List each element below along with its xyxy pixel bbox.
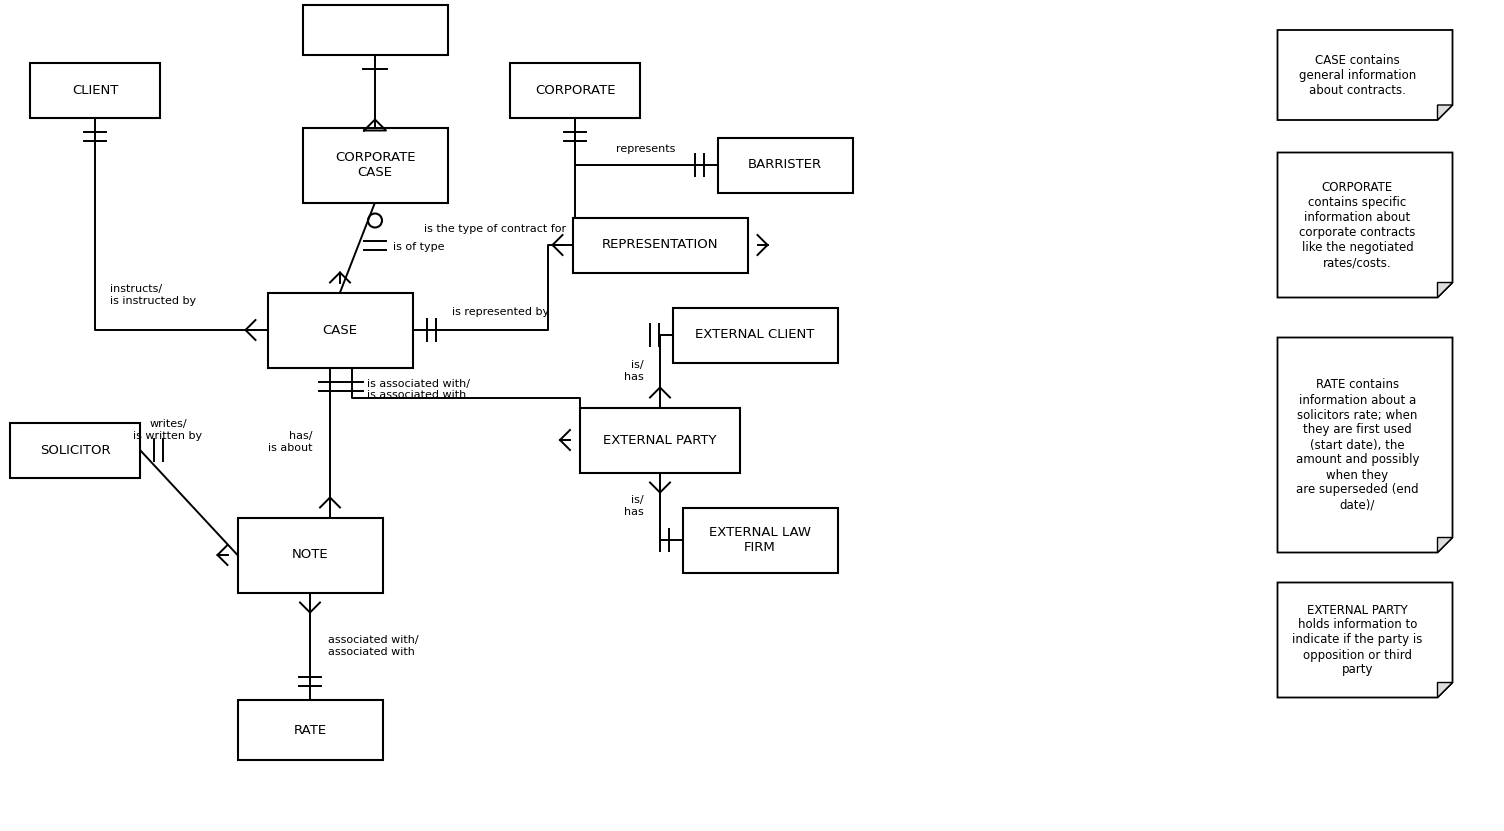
Text: is represented by: is represented by <box>453 307 549 317</box>
Text: represents: represents <box>617 144 675 154</box>
Text: NOTE: NOTE <box>292 548 328 562</box>
Text: EXTERNAL PARTY
holds information to
indicate if the party is
opposition or third: EXTERNAL PARTY holds information to indi… <box>1292 603 1423 676</box>
Bar <box>11 422 140 478</box>
Polygon shape <box>1277 30 1453 120</box>
Polygon shape <box>1277 583 1453 697</box>
Text: instructs/
is instructed by: instructs/ is instructed by <box>110 284 196 306</box>
Text: CORPORATE
contains specific
information about
corporate contracts
like the negot: CORPORATE contains specific information … <box>1299 181 1415 269</box>
Text: is/
has: is/ has <box>624 495 644 517</box>
Polygon shape <box>1438 682 1453 697</box>
Text: has/
is about: has/ is about <box>268 431 311 453</box>
Polygon shape <box>1438 283 1453 297</box>
Bar <box>238 518 382 593</box>
Text: is of type: is of type <box>393 242 445 252</box>
Text: associated with/
associated with: associated with/ associated with <box>328 635 418 656</box>
Text: is/
has: is/ has <box>624 360 644 381</box>
Text: RATE contains
information about a
solicitors rate; when
they are first used
(sta: RATE contains information about a solici… <box>1296 378 1420 512</box>
Text: writes/
is written by: writes/ is written by <box>134 419 203 440</box>
Text: CASE contains
general information
about contracts.: CASE contains general information about … <box>1299 53 1417 96</box>
Text: EXTERNAL PARTY: EXTERNAL PARTY <box>603 434 717 446</box>
Bar <box>683 508 838 573</box>
Text: CORPORATE
CASE: CORPORATE CASE <box>335 151 415 179</box>
Polygon shape <box>1438 105 1453 120</box>
Text: REPRESENTATION: REPRESENTATION <box>602 238 719 252</box>
Bar <box>302 127 448 203</box>
Text: BARRISTER: BARRISTER <box>747 159 823 171</box>
Text: EXTERNAL CLIENT: EXTERNAL CLIENT <box>695 328 815 342</box>
Bar <box>238 700 382 760</box>
Bar <box>268 293 412 367</box>
Bar <box>573 218 747 273</box>
Polygon shape <box>1438 538 1453 553</box>
Text: SOLICITOR: SOLICITOR <box>39 444 110 456</box>
Bar <box>302 5 448 55</box>
Text: RATE: RATE <box>293 724 326 736</box>
Bar <box>510 62 641 117</box>
Text: CLIENT: CLIENT <box>72 83 119 96</box>
Bar <box>581 407 740 473</box>
Text: is the type of contract for: is the type of contract for <box>424 224 566 234</box>
Text: CASE: CASE <box>322 323 358 337</box>
Text: EXTERNAL LAW
FIRM: EXTERNAL LAW FIRM <box>708 526 811 554</box>
Bar <box>672 307 838 362</box>
Text: is associated with/
is associated with: is associated with/ is associated with <box>367 379 469 401</box>
Polygon shape <box>1277 153 1453 297</box>
Bar <box>717 137 853 193</box>
Polygon shape <box>1277 337 1453 553</box>
Text: CORPORATE: CORPORATE <box>535 83 615 96</box>
Bar <box>30 62 159 117</box>
